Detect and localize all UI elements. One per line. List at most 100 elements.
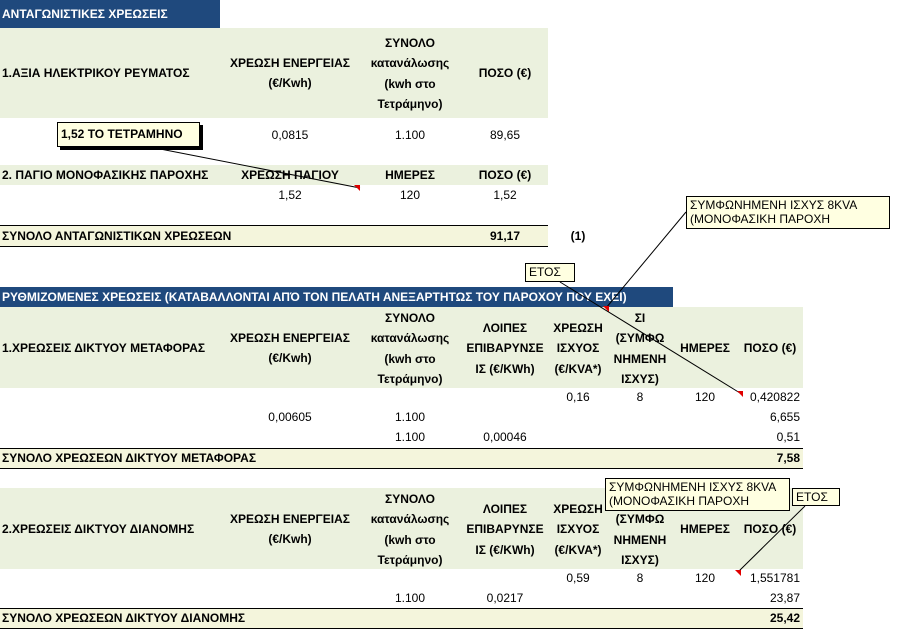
column-header: (kwh στο xyxy=(384,351,436,366)
column-header: ΙΣ (€/KWh) xyxy=(475,542,535,557)
cell: 0,51 xyxy=(776,430,800,445)
column-header: (€/Kwh) xyxy=(268,532,312,547)
cell: 1,551781 xyxy=(749,571,800,585)
column-header: ΕΠΙΒΑΡΥΝΣΕ xyxy=(466,341,544,356)
column-header: ΛΟΙΠΕΣ xyxy=(482,321,528,335)
total-label: ΣΥΝΟΛΟ ΧΡΕΩΣΕΩΝ ΔΙΚΤΥΟΥ ΔΙΑΝΟΜΗΣ xyxy=(2,611,246,626)
comment-arrow xyxy=(149,146,361,189)
total-band xyxy=(0,447,803,469)
row-label: 1.ΧΡΕΩΣΕΙΣ ΔΙΚΤΥΟΥ ΜΕΤΑΦΟΡΑΣ xyxy=(2,341,206,355)
column-header: ΧΡΕΩΣΗ xyxy=(553,321,603,335)
row-label: 2. ΠΑΓΙΟ ΜΟΝΟΦΑΣΙΚΗΣ ΠΑΡΟΧΗΣ xyxy=(2,168,209,182)
column-header: ΧΡΕΩΣΗ ΕΝΕΡΓΕΙΑΣ xyxy=(230,56,350,70)
column-header: ΠΟΣΟ (€) xyxy=(743,522,797,536)
column-header: ΙΣΧΥΣ) xyxy=(621,371,659,386)
header-band xyxy=(0,165,548,185)
total-band xyxy=(0,608,803,630)
cell: 0,0217 xyxy=(486,591,524,606)
section-title: ΡΥΘΜΙΖΟΜΕΝΕΣ ΧΡΕΩΣΕΙΣ (ΚΑΤΑΒΑΛΛΟΝΤΑΙ ΑΠΌ… xyxy=(2,290,627,304)
column-header: κατανάλωσης xyxy=(370,512,450,527)
comment-box: ΣΥΜΦΩΝΗΜΕΝΗ ΙΣΧΥΣ 8KVA (ΜΟΝΟΦΑΣΙΚΗ ΠΑΡΟΧ… xyxy=(605,478,790,511)
column-header: (kwh στο xyxy=(384,76,436,91)
cell: 89,65 xyxy=(489,128,521,142)
section-banner xyxy=(0,0,220,28)
cell: 8 xyxy=(636,390,644,404)
column-header: Τετράμηνο) xyxy=(377,96,443,111)
row-label: 2.ΧΡΕΩΣΕΙΣ ΔΙΚΤΥΟΥ ΔΙΑΝΟΜΗΣ xyxy=(2,522,195,536)
total-label: ΣΥΝΟΛΟ ΑΝΤΑΓΩΝΙΣΤΙΚΩΝ ΧΡΕΩΣΕΩΝ xyxy=(2,229,232,243)
cell: 0,59 xyxy=(566,571,590,585)
column-header: ΗΜΕΡΕΣ xyxy=(385,168,435,182)
column-header: ΠΟΣΟ (€) xyxy=(478,168,532,182)
column-header: ΧΡΕΩΣΗ ΕΝΕΡΓΕΙΑΣ xyxy=(230,331,350,345)
column-header: ΣΥΝΟΛΟ xyxy=(385,36,435,50)
cell: 120 xyxy=(399,188,421,202)
column-header: ΣΙ xyxy=(634,311,646,325)
column-header: ΠΟΣΟ (€) xyxy=(743,341,797,355)
comment-marker xyxy=(354,185,360,191)
column-header: ΠΟΣΟ (€) xyxy=(478,66,532,80)
column-header: ΝΗΜΕΝΗ xyxy=(613,351,667,366)
header-band xyxy=(0,28,548,118)
cell: 0,0815 xyxy=(271,128,309,142)
comment-box: 1,52 ΤΟ ΤΕΤΡΑΜΗΝΟ xyxy=(57,122,200,147)
cell: 1.100 xyxy=(394,128,426,142)
cell: 1.100 xyxy=(394,591,426,606)
column-header: ΧΡΕΩΣΗ ΕΝΕΡΓΕΙΑΣ xyxy=(230,512,350,526)
column-header: ΕΠΙΒΑΡΥΝΣΕ xyxy=(466,522,544,537)
row-label: 1.ΑΞΙΑ ΗΛΕΚΤΡΙΚΟΥ ΡΕΥΜΑΤΟΣ xyxy=(2,66,190,80)
cell: 1,52 xyxy=(493,188,517,202)
column-header: (€/Kwh) xyxy=(268,351,312,366)
total-band xyxy=(0,225,548,247)
total-value: 25,42 xyxy=(769,611,800,626)
column-header: (ΣΥΜΦΩ xyxy=(615,331,665,346)
cell: 0,420822 xyxy=(749,390,800,404)
section-title: ΑΝΤΑΓΩΝΙΣΤΙΚΕΣ ΧΡΕΩΣΕΙΣ xyxy=(2,7,168,21)
cell: 8 xyxy=(636,571,644,585)
comment-arrow xyxy=(737,505,806,573)
total-value: 7,58 xyxy=(776,450,800,465)
total-value: 91,17 xyxy=(489,229,521,243)
column-header: ΛΟΙΠΕΣ xyxy=(482,502,528,516)
column-header: (ΣΥΜΦΩ xyxy=(615,512,665,527)
column-header: (€/KVA*) xyxy=(554,361,602,376)
column-header: Τετράμηνο) xyxy=(377,371,443,386)
column-header: (kwh στο xyxy=(384,532,436,547)
column-header: ΣΥΝΟΛΟ xyxy=(385,311,435,325)
cell: 120 xyxy=(694,571,716,585)
column-header: (€/Kwh) xyxy=(268,76,312,91)
column-header: ΙΣΧΥΟΣ xyxy=(556,341,600,356)
cell: 0,00046 xyxy=(483,430,527,445)
cell: 23,87 xyxy=(769,591,800,606)
note: (1) xyxy=(570,229,586,243)
comment-marker xyxy=(735,570,741,576)
comment-box: ΕΤΟΣ xyxy=(792,488,840,506)
column-header: Τετράμηνο) xyxy=(377,552,443,567)
column-header: κατανάλωσης xyxy=(370,56,450,71)
column-header: ΧΡΕΩΣΗ ΠΑΓΙΟΥ xyxy=(241,168,339,182)
column-header: (€/KVA*) xyxy=(554,542,602,557)
column-header: ΙΣΧΥΣ) xyxy=(621,552,659,567)
section-banner xyxy=(0,287,673,307)
cell: 0,00605 xyxy=(268,410,312,425)
cell: 6,655 xyxy=(769,410,800,425)
comment-box: ΕΤΟΣ xyxy=(525,263,575,282)
column-header: ΙΣ (€/KWh) xyxy=(475,361,535,376)
column-header: ΝΗΜΕΝΗ xyxy=(613,532,667,547)
cell: 1,52 xyxy=(278,188,302,202)
comment-marker xyxy=(603,306,609,312)
column-header: ΗΜΕΡΕΣ xyxy=(680,341,730,355)
comment-arrow xyxy=(559,281,741,394)
cell: 0,16 xyxy=(566,390,590,404)
comment-arrow xyxy=(605,211,687,309)
column-header: ΣΥΝΟΛΟ xyxy=(385,492,435,506)
column-header: ΧΡΕΩΣΗ xyxy=(553,502,603,516)
cell: 1.100 xyxy=(394,410,426,425)
cell: 120 xyxy=(694,390,716,404)
header-band xyxy=(0,307,803,388)
cell: 1.100 xyxy=(394,430,426,445)
